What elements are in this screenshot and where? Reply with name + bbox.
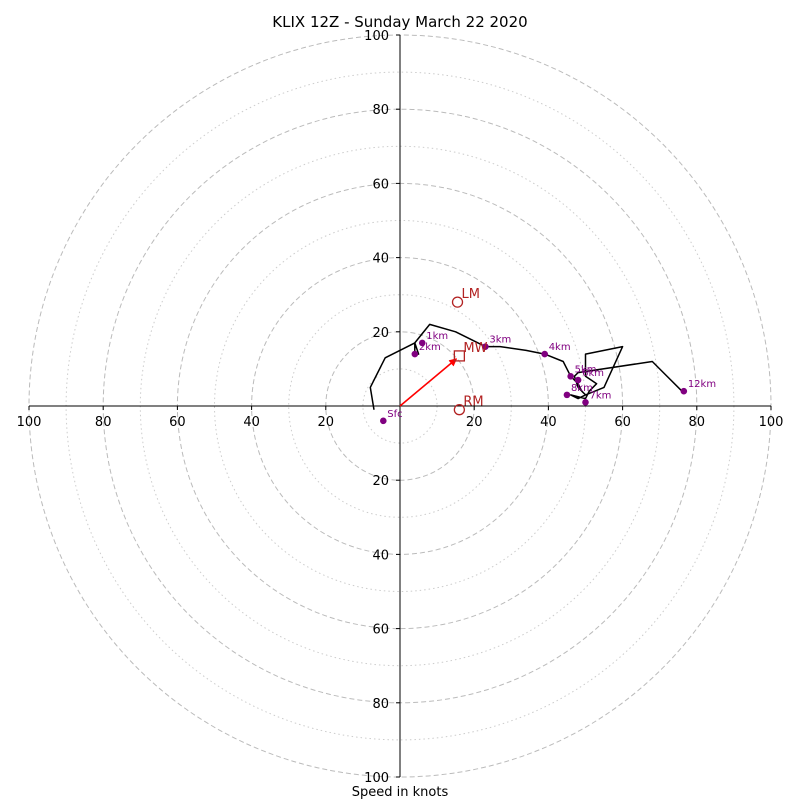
y-tick-label: 60 [372, 177, 389, 192]
height-marker-label: 5km [575, 364, 597, 375]
y-tick-label: 100 [364, 771, 389, 786]
height-marker-8km [563, 391, 571, 399]
chart-title: KLIX 12Z - Sunday March 22 2020 [272, 13, 527, 31]
y-tick-label: 20 [372, 326, 389, 341]
x-tick-label: 100 [759, 415, 784, 430]
x-tick-label: 60 [614, 415, 631, 430]
height-marker-3km [482, 343, 489, 350]
x-tick-label: 60 [169, 415, 186, 430]
height-marker-6km [574, 376, 582, 384]
storm-marker-RM [453, 404, 466, 416]
height-marker-5km [567, 373, 574, 380]
height-marker-4km [541, 350, 548, 358]
height-marker-label: 2km [419, 342, 441, 353]
height-marker-Sfc [380, 417, 387, 425]
height-marker-label: Sfc [387, 409, 402, 420]
x-tick-label: 20 [318, 415, 335, 430]
hodograph-line [369, 323, 683, 410]
storm-label: LM [462, 287, 480, 302]
height-marker-label: 7km [590, 390, 612, 401]
y-tick-label: 40 [372, 252, 389, 267]
tick-labels: 100 100 80 80 60 60 40 40 20 20 20 20 40 40 60 60 80 80 10… [17, 29, 784, 786]
mean-wind-vector [399, 358, 458, 407]
hodograph-series [369, 323, 683, 410]
height-marker-12km [680, 387, 688, 395]
storm-motion-markers: LM MW RM [451, 287, 488, 416]
y-tick-label: 40 [372, 548, 389, 563]
height-marker-label: 3km [489, 335, 511, 346]
storm-label: MW [463, 341, 487, 356]
storm-label: RM [463, 395, 483, 410]
y-tick-label: 80 [372, 103, 389, 118]
height-marker-label: 12km [688, 379, 716, 390]
storm-marker-MW [453, 350, 466, 362]
height-marker-label: 4km [549, 342, 571, 353]
x-axis-label: Speed in knots [352, 785, 449, 800]
x-tick-label: 40 [540, 415, 557, 430]
y-tick-label: 100 [364, 29, 389, 44]
height-marker-label: 1km [426, 331, 448, 342]
height-marker-label: 8km [571, 383, 593, 394]
storm-marker-LM [451, 296, 464, 308]
height-marker-2km [411, 350, 419, 358]
y-tick-label: 20 [372, 474, 389, 489]
x-tick-label: 40 [243, 415, 260, 430]
y-tick-label: 80 [372, 697, 389, 712]
y-tick-label: 60 [372, 623, 389, 638]
x-tick-label: 80 [95, 415, 112, 430]
height-marker-1km [418, 339, 426, 347]
x-tick-label: 100 [17, 415, 42, 430]
height-marker-7km [582, 398, 589, 406]
height-marker-label: 6km [582, 368, 604, 379]
x-tick-label: 80 [689, 415, 706, 430]
x-tick-label: 20 [466, 415, 483, 430]
storm-vector-layer [399, 358, 458, 407]
